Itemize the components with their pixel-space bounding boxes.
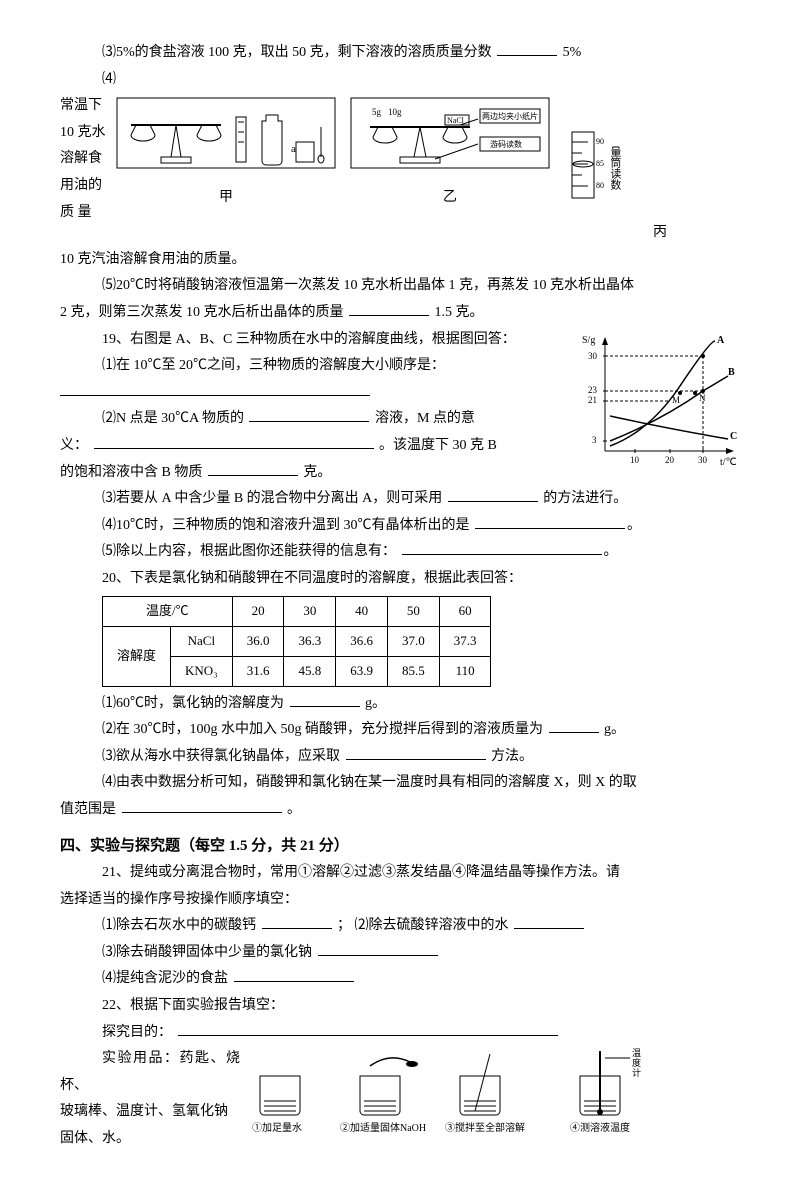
svg-text:③搅拌至全部溶解: ③搅拌至全部溶解 <box>445 1121 525 1134</box>
q19-2c: 义： <box>60 438 88 453</box>
solubility-chart: S/g t/℃ 30 23 21 3 10 20 30 A B C M N <box>580 331 740 471</box>
q20-head: 20、下表是氯化钠和硝酸钾在不同温度时的溶解度，根据此表回答： <box>60 566 740 593</box>
svg-text:10: 10 <box>630 455 640 465</box>
q21-1a: ⑴除去石灰水中的碳酸钙 <box>102 918 256 933</box>
q5c: 1.5 克。 <box>435 305 484 320</box>
q22-d: 固体、水。 <box>60 1126 240 1153</box>
q19-2b: 溶液，M 点的意 <box>375 411 475 426</box>
q22-head: 22、根据下面实验报告填空： <box>60 993 740 1020</box>
q19-5: ⑸除以上内容，根据此图你还能获得的信息有： <box>102 544 396 559</box>
svg-text:①加足量水: ①加足量水 <box>252 1122 302 1134</box>
q20-4-blank[interactable] <box>122 812 282 813</box>
q21a: 21、提纯或分离混合物时，常用①溶解②过滤③蒸发结晶④降温结晶等操作方法。请 <box>60 860 740 887</box>
svg-text:5g: 5g <box>372 107 382 117</box>
q20-1-blank[interactable] <box>290 706 360 707</box>
q3-text-a: ⑶5%的食盐溶液 100 克，取出 50 克，剩下溶液的溶质质量分数 <box>102 45 492 60</box>
q20-3-blank[interactable] <box>346 759 486 760</box>
svg-text:90: 90 <box>596 137 604 146</box>
figure-yi: 5g 10g NaCl 两边均夹小纸片 游码读数 乙 <box>350 97 550 212</box>
q21-3-blank[interactable] <box>318 955 438 956</box>
q19-2d: 。该温度下 30 克 B <box>379 438 497 453</box>
svg-text:B: B <box>728 367 735 378</box>
q19-2-blank3[interactable] <box>208 475 298 476</box>
svg-text:80: 80 <box>596 181 604 190</box>
q20-1: ⑴60℃时，氯化钠的溶解度为 <box>102 696 284 711</box>
q4-cont: 10 克汽油溶解食用油的质量。 <box>60 247 740 274</box>
q19-2-blank1[interactable] <box>249 421 369 422</box>
solubility-table: 温度/℃ 2030 4050 60 溶解度 NaCl36.036.3 36.63… <box>102 596 491 686</box>
svg-text:②加适量固体NaOH: ②加适量固体NaOH <box>340 1122 426 1134</box>
svg-text:85: 85 <box>596 159 604 168</box>
svg-text:a: a <box>291 143 296 155</box>
q19-3-blank[interactable] <box>448 501 538 502</box>
q5a: ⑸20℃时将硝酸钠溶液恒温第一次蒸发 10 克水析出晶体 1 克，再蒸发 10 … <box>60 273 740 300</box>
figure-bing: 90 85 80 量筒读数 <box>564 124 688 212</box>
q22-b: 实验用品：药匙、烧杯、 <box>60 1046 240 1099</box>
svg-text:3: 3 <box>592 435 597 445</box>
svg-text:23: 23 <box>588 385 598 395</box>
svg-text:30: 30 <box>588 351 598 361</box>
svg-text:两边均夹小纸片: 两边均夹小纸片 <box>482 111 538 121</box>
experiment-figure: 温 度 计 ①加足量水 ②加适量固体NaOH ③搅拌至全部溶解 ④测溶液温度 <box>240 1046 680 1152</box>
q19-3: ⑶若要从 A 中含少量 B 的混合物中分离出 A，则可采用 <box>102 491 442 506</box>
q22-a: 探究目的： <box>102 1025 172 1040</box>
q21b: 选择适当的操作序号按操作顺序填空： <box>60 887 740 914</box>
q21-3: ⑶除去硝酸钾固体中少量的氯化钠 <box>102 945 312 960</box>
svg-text:A: A <box>717 335 725 346</box>
q20-2: ⑵在 30℃时，100g 水中加入 50g 硝酸钾，充分搅拌后得到的溶液质量为 <box>102 722 543 737</box>
q3-blank[interactable] <box>497 55 557 56</box>
q21-2-blank[interactable] <box>514 928 584 929</box>
svg-text:计: 计 <box>632 1067 641 1078</box>
q20-2-blank[interactable] <box>549 732 599 733</box>
q19-2e: 的饱和溶液中含 B 物质 <box>60 465 202 480</box>
q4-left-text: 常温下 10 克水 溶解食 用油的 质 量 <box>60 93 116 226</box>
svg-text:t/℃: t/℃ <box>720 457 737 468</box>
q21-4-blank[interactable] <box>234 981 354 982</box>
q19-4-blank[interactable] <box>475 528 625 529</box>
bing-label: 丙 <box>60 220 740 247</box>
q19-2-blank2[interactable] <box>94 448 374 449</box>
svg-text:S/g: S/g <box>582 335 595 346</box>
q5b: 2 克，则第三次蒸发 10 克水后析出晶体的质量 <box>60 305 344 320</box>
q20-3: ⑶欲从海水中获得氯化钠晶体，应采取 <box>102 749 340 764</box>
q20-4b: 值范围是 <box>60 802 116 817</box>
svg-text:10g: 10g <box>388 107 402 117</box>
q21-1-blank[interactable] <box>262 928 332 929</box>
svg-text:N: N <box>699 393 706 403</box>
section-4-header: 四、实验与探究题（每空 1.5 分，共 21 分） <box>60 832 740 861</box>
svg-text:温: 温 <box>632 1048 641 1058</box>
q3-text-b: 5% <box>563 45 582 60</box>
svg-text:21: 21 <box>588 395 597 405</box>
svg-text:④测溶液温度: ④测溶液温度 <box>570 1121 630 1134</box>
q20-4a: ⑷由表中数据分析可知，硝酸钾和氯化钠在某一温度时具有相同的溶解度 X，则 X 的… <box>60 770 740 797</box>
q22-a-blank[interactable] <box>178 1035 558 1036</box>
q19-1-blank[interactable] <box>60 395 370 396</box>
svg-text:NaCl: NaCl <box>447 116 465 125</box>
q19-3b: 的方法进行。 <box>543 491 627 506</box>
figure-jia: a 甲 <box>116 97 336 212</box>
q19-1: ⑴在 10℃至 20℃之间，三种物质的溶解度大小顺序是： <box>102 358 445 373</box>
svg-text:C: C <box>730 431 737 442</box>
q4-head: ⑷ <box>102 72 116 87</box>
svg-text:30: 30 <box>698 455 708 465</box>
q19-2f: 克。 <box>303 465 331 480</box>
q5-blank[interactable] <box>349 315 429 316</box>
q19-5-blank[interactable] <box>402 554 602 555</box>
svg-text:M: M <box>672 395 680 405</box>
svg-text:20: 20 <box>665 455 675 465</box>
q19-2a: ⑵N 点是 30℃A 物质的 <box>102 411 244 426</box>
q21-1b: ； ⑵除去硫酸锌溶液中的水 <box>337 918 509 933</box>
svg-text:游码读数: 游码读数 <box>490 139 522 149</box>
svg-text:度: 度 <box>632 1057 641 1068</box>
q19-4: ⑷10℃时，三种物质的饱和溶液升温到 30℃有晶体析出的是 <box>102 518 470 533</box>
q21-4: ⑷提纯含泥沙的食盐 <box>102 971 228 986</box>
q22-c: 玻璃棒、温度计、氢氧化钠 <box>60 1099 240 1126</box>
